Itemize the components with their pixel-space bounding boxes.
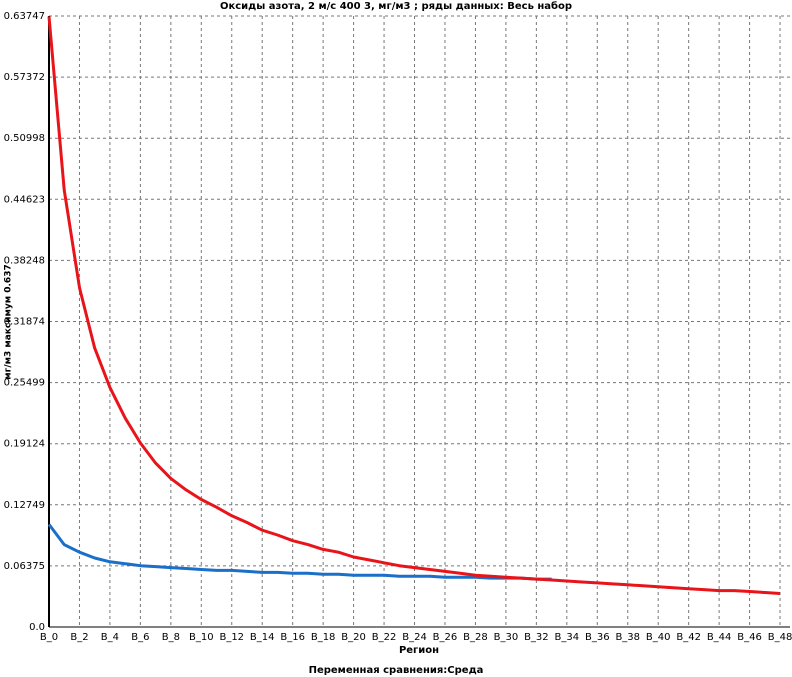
- x-tick-label: B_26: [433, 632, 458, 643]
- x-tick-label: B_22: [372, 632, 397, 643]
- y-tick-label: 0.63747: [4, 11, 45, 22]
- data-line: [47, 16, 781, 595]
- x-tick-label: B_48: [768, 632, 792, 643]
- x-tick-label: B_10: [189, 632, 214, 643]
- x-tick-label: B_4: [101, 632, 119, 643]
- y-tick-label: 0.50998: [4, 133, 45, 144]
- y-axis-label: мг/м3 максимум 0.637: [4, 264, 14, 379]
- x-tick-label: B_38: [615, 632, 640, 643]
- chart-title: Оксиды азота, 2 м/с 400 3, мг/м3 ; ряды …: [220, 0, 572, 12]
- y-tick-label: 0.12749: [4, 500, 45, 511]
- x-tick-label: B_14: [250, 632, 275, 643]
- y-tick-label: 0.38248: [4, 255, 45, 266]
- y-tick-label: 0.06375: [4, 561, 45, 572]
- x-tick-label: B_12: [219, 632, 244, 643]
- x-tick-label: B_18: [311, 632, 336, 643]
- x-tick-label: B_40: [646, 632, 671, 643]
- y-tick-label: 0.0: [29, 622, 45, 633]
- x-tick-label: B_30: [494, 632, 519, 643]
- x-tick-label: B_24: [402, 632, 427, 643]
- x-tick-label: B_20: [341, 632, 366, 643]
- y-tick-label: 0.25499: [4, 378, 45, 389]
- x-tick-label: B_32: [524, 632, 549, 643]
- x-tick-label: B_36: [585, 632, 610, 643]
- x-axis-label: Регион: [399, 645, 439, 656]
- x-tick-label: B_0: [40, 632, 58, 643]
- x-tick-label: B_46: [737, 632, 762, 643]
- x-tick-label: B_16: [280, 632, 305, 643]
- x-tick-label: B_28: [463, 632, 488, 643]
- x-tick-label: B_6: [131, 632, 149, 643]
- footer: Переменная сравнения:Среда: [309, 665, 484, 676]
- x-tick-label: B_34: [555, 632, 580, 643]
- y-tick-label: 0.19124: [4, 439, 45, 450]
- x-tick-label: B_8: [162, 632, 180, 643]
- y-tick-label: 0.57372: [4, 72, 45, 83]
- x-tick-label: B_44: [707, 632, 732, 643]
- y-tick-label: 0.44623: [4, 194, 45, 205]
- y-tick-label: 0.31874: [4, 316, 45, 327]
- data-line: [47, 523, 552, 581]
- x-tick-label: B_42: [676, 632, 701, 643]
- x-tick-label: B_2: [70, 632, 88, 643]
